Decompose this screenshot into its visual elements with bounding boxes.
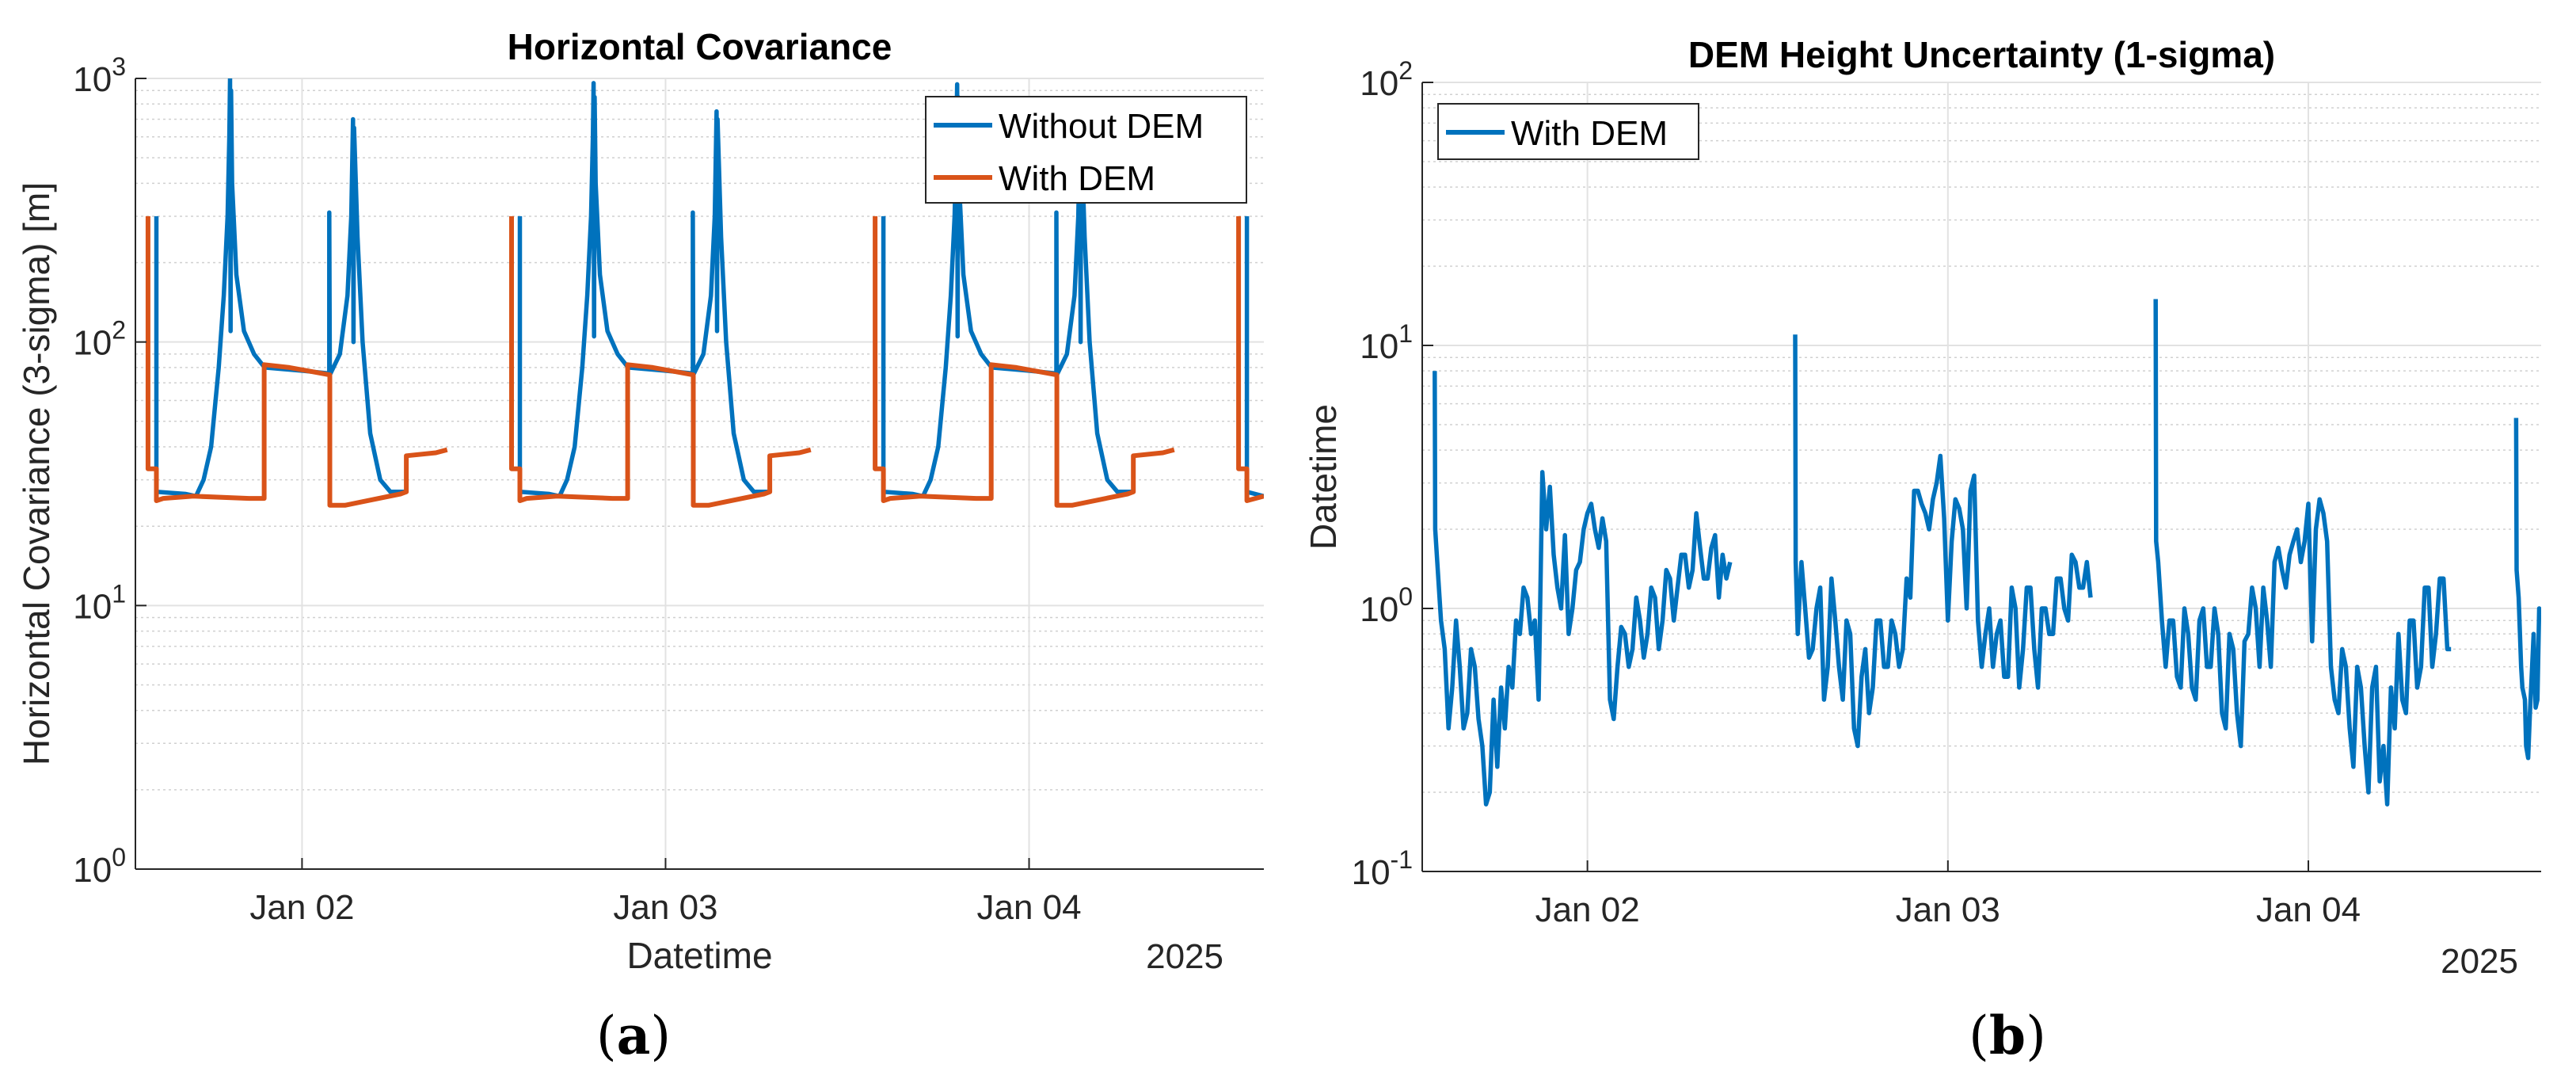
series-line-segment bbox=[1793, 334, 2093, 749]
series-line-segment bbox=[154, 78, 406, 499]
chart-panel-b: 10-1 100 101 102 Jan 02 Jan 03 Jan 04 DEM Heigh… bbox=[1303, 34, 2541, 981]
y-tick-label: 103 bbox=[73, 52, 126, 99]
chart-panel-a: 100 101 102 103 Jan 02 Jan 03 Jan 04 Horizontal… bbox=[16, 26, 1264, 976]
legend-entry-label: Without DEM bbox=[999, 107, 1204, 146]
x-tick-label: Jan 02 bbox=[1535, 890, 1640, 929]
series-line-segment bbox=[873, 215, 1175, 508]
legend: Without DEM With DEM bbox=[925, 96, 1247, 204]
legend: With DEM bbox=[1437, 103, 1699, 160]
year-label: 2025 bbox=[1146, 937, 1223, 976]
series-line-segment bbox=[145, 215, 448, 508]
y-tick-label: 102 bbox=[73, 316, 126, 363]
series-line-segment bbox=[1433, 371, 1733, 807]
plot-area bbox=[1422, 82, 2541, 871]
series-line-segment bbox=[517, 81, 770, 499]
x-tick-label: Jan 03 bbox=[1896, 890, 2000, 929]
y-axis-label: Horizontal Covariance (3-sigma) [m] bbox=[16, 182, 57, 765]
y-tick-label: 10-1 bbox=[1352, 845, 1413, 892]
y-tick-label: 101 bbox=[1360, 319, 1413, 366]
y-axis-label: Datetime bbox=[1303, 404, 1344, 550]
x-tick-label: Jan 04 bbox=[2256, 890, 2361, 929]
legend-entry-label: With DEM bbox=[1511, 114, 1668, 153]
x-axis-label: Datetime bbox=[626, 935, 772, 976]
series-line-segment bbox=[2513, 418, 2541, 761]
series-line-segment bbox=[509, 215, 812, 508]
y-tick-label: 100 bbox=[1360, 582, 1413, 629]
y-tick-label: 100 bbox=[73, 843, 126, 890]
y-tick-label: 102 bbox=[1360, 56, 1413, 103]
chart-title: Horizontal Covariance bbox=[508, 26, 892, 67]
legend-entry-label: With DEM bbox=[999, 159, 1155, 198]
series-line-segment bbox=[2153, 299, 2452, 807]
x-tick-label: Jan 04 bbox=[976, 888, 1081, 927]
x-tick-label: Jan 02 bbox=[249, 888, 354, 927]
plot-area bbox=[135, 78, 1264, 869]
chart-title: DEM Height Uncertainty (1-sigma) bbox=[1688, 34, 2275, 75]
series-with-dem bbox=[145, 215, 1264, 508]
x-tick-label: Jan 03 bbox=[613, 888, 717, 927]
panel-caption: (a) bbox=[596, 1005, 671, 1066]
series-with-dem bbox=[1433, 299, 2541, 807]
panel-caption: (b) bbox=[1969, 1005, 2046, 1066]
legend-box bbox=[925, 96, 1247, 204]
y-tick-label: 101 bbox=[73, 579, 126, 626]
series-line-segment bbox=[1236, 215, 1264, 503]
year-label: 2025 bbox=[2441, 942, 2518, 981]
